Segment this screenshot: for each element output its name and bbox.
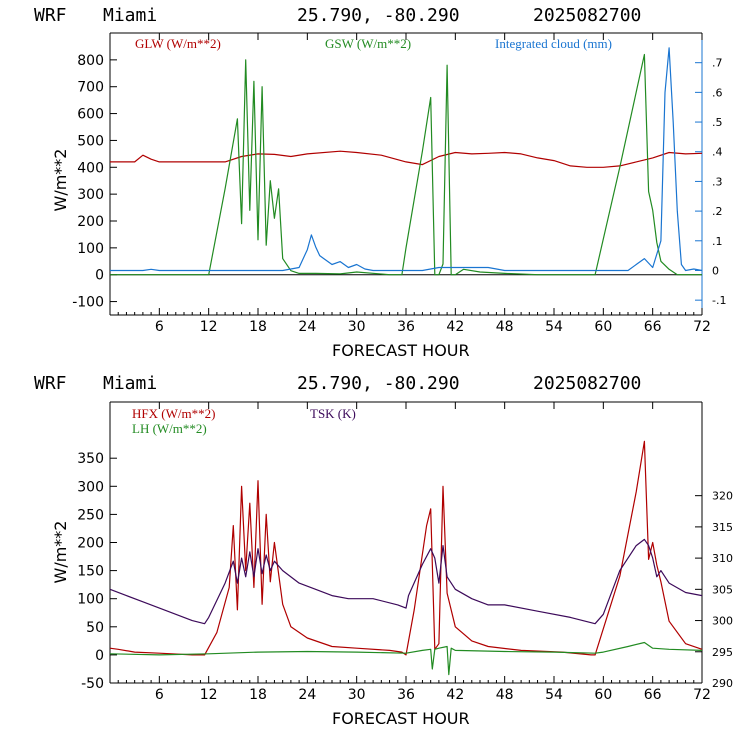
top-ytick-label: 300 [77,187,104,203]
bottom-xtick-label: 72 [693,687,711,703]
top-xtick-label: 6 [155,319,164,335]
top-xtick-label: 36 [397,319,415,335]
top-xtick-label: 42 [446,319,464,335]
bottom-xtick-label: 48 [496,687,514,703]
bottom-y2tick-label: 295 [712,646,733,659]
top-xtick-label: 12 [200,319,218,335]
bottom-y2tick-label: 305 [712,583,733,596]
top-y2tick-label: 0 [712,264,719,277]
bottom-y2tick-label: 310 [712,552,733,565]
bottom-xtick-label: 18 [249,687,267,703]
bottom-coords-label: 25.790, -80.290 [297,373,460,394]
top-y2tick-label: .4 [712,146,723,159]
bottom-xtick-label: 60 [594,687,612,703]
bottom-xtick-label: 24 [298,687,316,703]
top-ytick-label: 500 [77,133,104,149]
bottom-y2tick-label: 300 [712,615,733,628]
top-y2tick-label: .7 [712,57,723,70]
bottom-ytick-label: 350 [77,451,104,467]
bottom-legend: HFX (W/m**2) LH (W/m**2) TSK (K) [132,406,356,436]
top-xtick-label: 66 [644,319,662,335]
bottom-y2tick-label: 315 [712,521,733,534]
top-xtick-label: 18 [249,319,267,335]
top-ytick-label: 200 [77,214,104,230]
top-xtick-label: 48 [496,319,514,335]
bottom-model-label: WRF [34,373,67,394]
legend-hfx: HFX (W/m**2) [132,406,215,421]
bottom-ytick-label: 0 [95,648,104,664]
top-ytick-label: 400 [77,160,104,176]
top-coords-label: 25.790, -80.290 [297,5,460,26]
top-y2tick-label: .6 [712,86,723,99]
bottom-plot-area: 6 12 18 24 30 36 42 48 54 60 66 72 -50 0 50 100 150 200 25… [77,401,733,703]
bottom-ytick-label: 250 [77,507,104,523]
top-ytick-label: 100 [77,241,104,257]
top-xtick-label: 54 [545,319,563,335]
top-ytick-label: 700 [77,80,104,96]
bottom-xtick-label: 54 [545,687,563,703]
top-y2tick-label: .5 [712,116,723,129]
bottom-series-1-line [109,641,703,676]
bottom-init-label: 2025082700 [533,373,641,394]
bottom-xtick-label: 12 [200,687,218,703]
top-ytick-label: 600 [77,107,104,123]
bottom-y2tick-label: 290 [712,677,733,690]
bottom-ytick-label: 150 [77,564,104,580]
top-ytick-label: 800 [77,53,104,69]
top-xtick-label: 72 [693,319,711,335]
bottom-xtick-label: 6 [155,687,164,703]
legend-cloud: Integrated cloud (mm) [495,36,612,51]
legend-lh: LH (W/m**2) [132,421,207,436]
top-ytick-label: -100 [72,295,104,311]
bottom-ytick-label: -50 [81,676,104,692]
legend-glw: GLW (W/m**2) [135,36,221,51]
top-series-1-line [110,53,702,276]
top-xtick-label: 30 [348,319,366,335]
bottom-y2tick-label: 320 [712,490,733,503]
bottom-ytick-label: 200 [77,536,104,552]
bottom-y-axis-label: W/m**2 [51,521,70,584]
bottom-xtick-label: 36 [397,687,415,703]
bottom-header: WRF Miami 25.790, -80.290 2025082700 [34,373,641,394]
top-init-label: 2025082700 [533,5,641,26]
top-series-2-line [110,47,703,272]
top-xtick-label: 24 [298,319,316,335]
bottom-x-axis-label: FORECAST HOUR [332,709,470,728]
bottom-ytick-label: 100 [77,592,104,608]
bottom-series-0-line [109,440,703,656]
top-y2tick-label: .2 [712,205,723,218]
top-x-axis-label: FORECAST HOUR [332,341,470,360]
bottom-location-label: Miami [103,373,157,394]
top-y2tick-label: .1 [712,235,723,248]
bottom-xtick-label: 66 [644,687,662,703]
top-y2tick-label: -.1 [712,294,726,307]
bottom-xtick-label: 42 [446,687,464,703]
top-series-0-line [110,150,703,168]
legend-gsw: GSW (W/m**2) [325,36,411,51]
top-plot-area: 6 12 18 24 30 36 42 48 54 60 66 72 -100 0 100 200 300 400… [72,32,726,335]
top-header: WRF Miami 25.790, -80.290 2025082700 [34,5,641,26]
top-location-label: Miami [103,5,157,26]
top-ytick-label: 0 [95,268,104,284]
bottom-series-2-line [109,538,703,625]
legend-tsk: TSK (K) [310,406,356,421]
top-xtick-label: 60 [594,319,612,335]
top-legend: GLW (W/m**2) GSW (W/m**2) Integrated clo… [135,36,612,51]
top-y-axis-label: W/m**2 [51,149,70,212]
bottom-xtick-label: 30 [348,687,366,703]
bottom-ytick-label: 50 [86,620,104,636]
bottom-ytick-label: 300 [77,479,104,495]
top-model-label: WRF [34,5,67,26]
top-y2tick-label: .3 [712,175,723,188]
